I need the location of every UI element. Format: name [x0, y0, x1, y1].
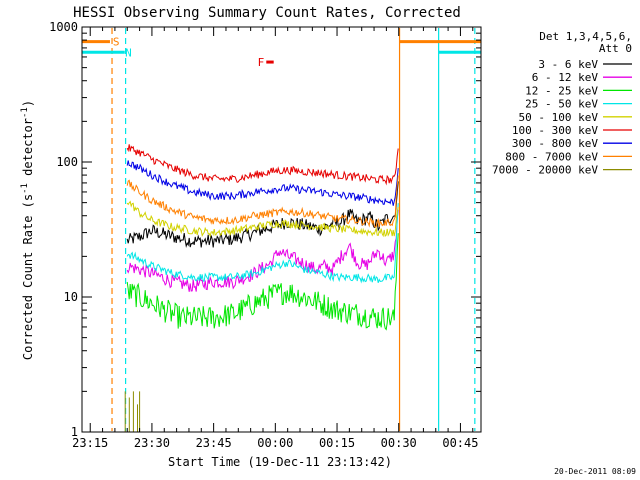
chart-title: HESSI Observing Summary Count Rates, Cor…	[73, 5, 461, 21]
legend-entry-label: 25 - 50 keV	[525, 98, 598, 111]
y-tick-label: 100	[56, 155, 78, 169]
flag-annotation: N	[125, 46, 132, 59]
series-line	[125, 391, 139, 432]
y-tick-label: 10	[64, 290, 78, 304]
legend-entry-label: 6 - 12 keV	[532, 71, 599, 84]
x-tick-label: 23:45	[196, 436, 232, 450]
y-axis-label-mid: detector	[21, 118, 35, 183]
flag-annotation: F	[258, 56, 265, 69]
y-axis-label: Corrected Count Rate (s-1 detector-1)	[20, 100, 35, 360]
y-axis-label-end: )	[21, 100, 35, 107]
legend-entry-label: 300 - 800 keV	[512, 137, 598, 150]
x-tick-label: 23:15	[72, 436, 108, 450]
series-line	[127, 144, 398, 183]
legend-entry-label: 3 - 6 keV	[538, 58, 598, 71]
x-tick-label: 00:00	[257, 436, 293, 450]
x-tick-label: 00:15	[319, 436, 355, 450]
y-axis-label-sup2: -1	[20, 107, 30, 118]
x-tick-label: 00:45	[442, 436, 478, 450]
y-axis-label-sup1: -1	[20, 183, 30, 194]
y-axis-label-main: Corrected Count Rate (s	[21, 194, 35, 360]
legend-header-attenuator: Att 0	[599, 42, 632, 55]
y-tick-label: 1000	[49, 20, 78, 34]
legend-entry-label: 100 - 300 keV	[512, 124, 598, 137]
flag-indicators: SN F	[82, 28, 481, 431]
series-lines	[125, 144, 398, 432]
hessi-count-rate-chart: HESSI Observing Summary Count Rates, Cor…	[0, 0, 640, 480]
footer-timestamp: 20-Dec-2011 08:09	[554, 467, 636, 476]
flag-annotation: S	[113, 36, 120, 49]
legend-entry-label: 12 - 25 keV	[525, 84, 598, 97]
x-tick-label: 23:30	[134, 436, 170, 450]
plot-frame	[82, 27, 481, 432]
legend-entry-label: 800 - 7000 keV	[505, 150, 598, 163]
legend-entry-label: 50 - 100 keV	[519, 111, 599, 124]
x-axis: 23:15 23:30 23:45 00:00 00:15 00:30 00:45	[72, 27, 478, 450]
series-line	[127, 233, 398, 329]
x-axis-label: Start Time (19-Dec-11 23:13:42)	[168, 455, 392, 469]
x-tick-label: 00:30	[381, 436, 417, 450]
legend-entry-label: 7000 - 20000 keV	[492, 164, 598, 177]
